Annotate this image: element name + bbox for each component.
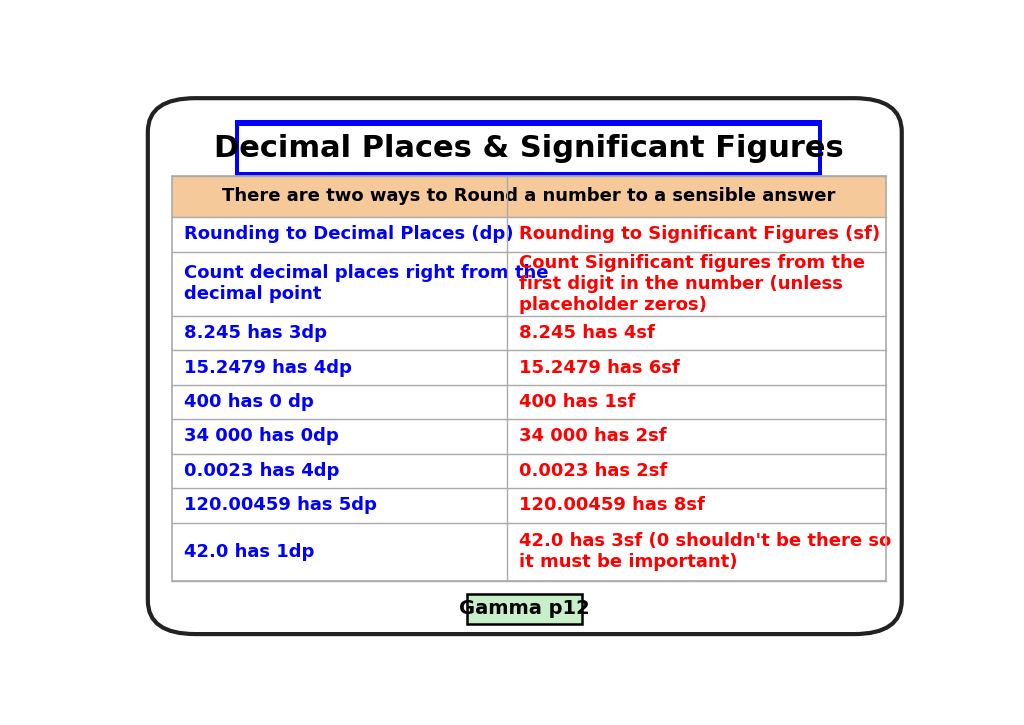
- Text: 34 000 has 2sf: 34 000 has 2sf: [519, 428, 667, 445]
- Text: 400 has 0 dp: 400 has 0 dp: [183, 393, 313, 411]
- FancyBboxPatch shape: [147, 98, 902, 634]
- Bar: [172, 419, 886, 454]
- Text: Decimal Places & Significant Figures: Decimal Places & Significant Figures: [214, 134, 844, 163]
- Bar: [172, 350, 886, 385]
- Text: 400 has 1sf: 400 has 1sf: [519, 393, 636, 411]
- Text: Count decimal places right from the
decimal point: Count decimal places right from the deci…: [183, 265, 548, 303]
- Bar: [172, 316, 886, 350]
- Text: 34 000 has 0dp: 34 000 has 0dp: [183, 428, 338, 445]
- Text: Rounding to Decimal Places (dp): Rounding to Decimal Places (dp): [183, 225, 513, 243]
- Bar: [172, 454, 886, 488]
- Text: 0.0023 has 2sf: 0.0023 has 2sf: [519, 462, 668, 480]
- Text: There are two ways to Round a number to a sensible answer: There are two ways to Round a number to …: [222, 188, 836, 205]
- Bar: [172, 523, 886, 581]
- Bar: [240, 126, 818, 172]
- Text: Count Significant figures from the
first digit in the number (unless
placeholder: Count Significant figures from the first…: [519, 254, 865, 314]
- Bar: [172, 176, 886, 217]
- Bar: [236, 120, 822, 176]
- Text: 120.00459 has 5dp: 120.00459 has 5dp: [183, 497, 377, 514]
- Bar: [172, 176, 886, 581]
- Bar: [172, 488, 886, 523]
- Text: 42.0 has 1dp: 42.0 has 1dp: [183, 543, 314, 560]
- Text: Gamma p12: Gamma p12: [460, 600, 590, 618]
- Bar: [467, 594, 583, 624]
- Text: 8.245 has 3dp: 8.245 has 3dp: [183, 324, 327, 342]
- Bar: [172, 385, 886, 419]
- Text: 120.00459 has 8sf: 120.00459 has 8sf: [519, 497, 706, 514]
- Text: 0.0023 has 4dp: 0.0023 has 4dp: [183, 462, 339, 480]
- Text: 15.2479 has 4dp: 15.2479 has 4dp: [183, 359, 351, 376]
- Text: 15.2479 has 6sf: 15.2479 has 6sf: [519, 359, 680, 376]
- Text: 42.0 has 3sf (0 shouldn't be there so
it must be important): 42.0 has 3sf (0 shouldn't be there so it…: [519, 532, 892, 571]
- Text: Rounding to Significant Figures (sf): Rounding to Significant Figures (sf): [519, 225, 881, 243]
- Text: 8.245 has 4sf: 8.245 has 4sf: [519, 324, 655, 342]
